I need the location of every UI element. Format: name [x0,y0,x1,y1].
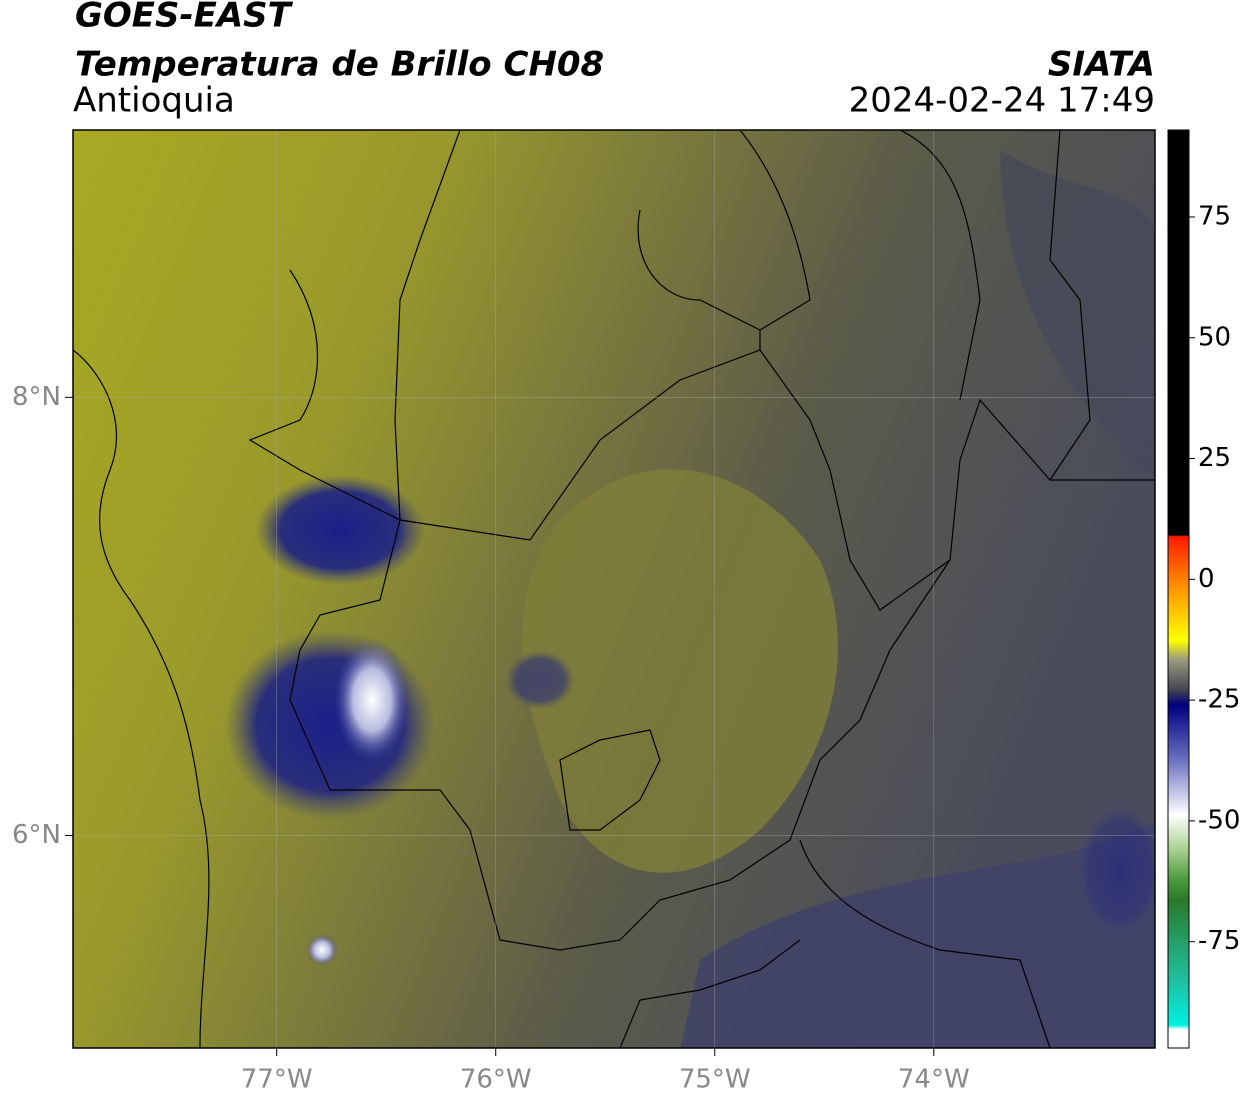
colorbar-tick-label: 25 [1198,443,1231,473]
colorbar-tick-label: 50 [1198,322,1231,352]
title: GOES-EAST [75,0,294,36]
colorbar-tick-label: -75 [1198,926,1240,956]
colorbar [1167,129,1190,1049]
y-tick-label: 6°N [12,820,61,850]
subtitle: Temperatura de Brillo CH08 [75,45,604,85]
map-image [73,130,1155,1048]
map-frame [72,129,1156,1049]
x-tick-label: 75°W [679,1065,751,1095]
colorbar-tick-label: 75 [1198,201,1231,231]
colorbar-tick-label: -25 [1198,685,1240,715]
source: SIATA [1048,45,1155,85]
x-tick-label: 77°W [241,1065,313,1095]
x-tick-label: 74°W [898,1065,970,1095]
grid [73,130,1155,1048]
region: Antioquia [73,81,235,121]
y-tick-label: 8°N [12,382,61,412]
colorbar-tick-label: 0 [1198,564,1215,594]
colorbar-tick-label: -50 [1198,805,1240,835]
x-tick-label: 76°W [460,1065,532,1095]
datetime: 2024-02-24 17:49 [849,81,1155,121]
